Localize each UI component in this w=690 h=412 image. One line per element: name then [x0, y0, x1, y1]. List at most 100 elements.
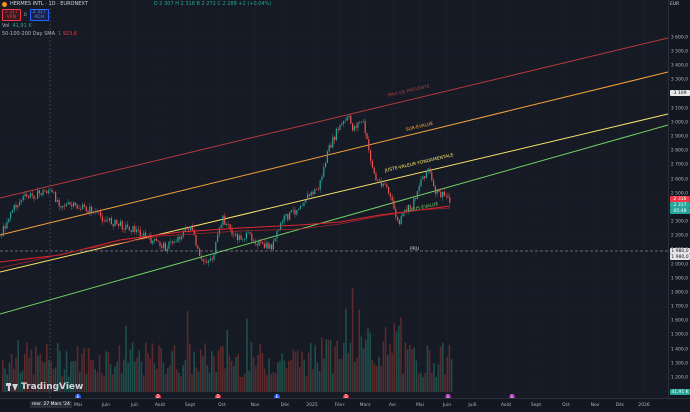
candle-body [118, 223, 120, 226]
candle-body [132, 225, 134, 233]
sell-button[interactable]: 2 317 VEN [2, 9, 21, 21]
candle-body [145, 232, 147, 238]
chart-canvas[interactable] [0, 0, 668, 398]
volume-bar [268, 358, 270, 392]
volume-bar [409, 344, 411, 392]
candle-body [89, 206, 91, 213]
price-axis[interactable]: 3 600,03 500,03 400,03 300,03 200,03 100… [668, 0, 690, 398]
volume-bar [398, 325, 400, 392]
volume-bar [153, 363, 156, 392]
candle-body [328, 144, 330, 152]
candle-body [370, 150, 372, 161]
candle-body [388, 187, 390, 194]
candle-body [83, 204, 85, 207]
time-axis[interactable]: mer. 27 Mars '24 Mai Juin Juil. Août Sept Oct… [0, 398, 690, 412]
event-marker-icon[interactable]: D [343, 394, 349, 400]
volume-bar [292, 349, 294, 392]
price-tick-label: 2 600,0 [670, 177, 688, 183]
volume-bar [76, 345, 79, 392]
sma-line-200 [0, 207, 451, 269]
candle-body [98, 211, 100, 212]
symbol-title[interactable]: HERMES INTL · 1D · EURONEXT [10, 1, 88, 7]
candle-body [119, 221, 121, 226]
volume-bar [4, 368, 6, 392]
event-marker-icon[interactable]: D [445, 394, 451, 400]
volume-bar [303, 359, 305, 392]
volume-bar [422, 376, 424, 392]
tradingview-logo[interactable]: TradingView [6, 382, 83, 392]
price-tick-label: 1 900,0 [670, 276, 688, 282]
candle-body [204, 261, 206, 262]
date-tick-label: Mai [416, 403, 424, 408]
event-marker-icon[interactable]: D [509, 394, 515, 400]
candle-body [49, 189, 51, 191]
volume-bar [393, 323, 396, 392]
volume-bar [233, 366, 235, 392]
volume-bar [90, 359, 92, 392]
price-pane[interactable]: PRIX DE PRÉVENTE SUR-ÉVALUÉ JUSTE-VALEUR… [0, 0, 668, 400]
volume-bar [448, 344, 451, 392]
channel-line-undervalued [0, 124, 668, 315]
candle-body [116, 219, 118, 224]
candle-body [181, 236, 183, 240]
price-tick-label: 2 200,0 [670, 233, 688, 239]
volume-bar [415, 360, 418, 392]
candle-body [226, 223, 228, 225]
ohlc-values: O 2 307 H 2 318 B 2 272 C 2 288 +1 (+0,0… [153, 1, 272, 7]
candle-body [400, 216, 402, 225]
candle-body [429, 168, 431, 173]
candle-body [96, 211, 98, 213]
volume-bar [134, 361, 136, 392]
candle-body [397, 217, 399, 220]
symbol-row[interactable]: HERMES INTL · 1D · EURONEXT O 2 307 H 2 … [2, 1, 271, 8]
event-marker-icon[interactable]: E [75, 394, 81, 400]
candle-body [177, 236, 179, 242]
volume-bar [252, 357, 255, 392]
event-marker-icon[interactable]: D [215, 394, 221, 400]
channel-line-fair-value [0, 113, 668, 273]
currency-label[interactable]: EUR [670, 2, 680, 7]
candle-body [330, 144, 332, 148]
volume-bar [50, 361, 52, 392]
buy-button[interactable]: 2 317 ACH [29, 9, 49, 21]
volume-bar [112, 374, 114, 392]
volume-bar [46, 343, 48, 392]
price-tick-label: 1 400,0 [670, 347, 688, 353]
event-marker-icon[interactable]: E [274, 394, 280, 400]
volume-bar [444, 374, 446, 392]
volume-bar [378, 356, 380, 392]
candle-body [64, 205, 66, 207]
volume-bar [222, 345, 224, 392]
candle-body [218, 227, 220, 235]
price-tick-label: 2 700,0 [670, 162, 688, 168]
candle-body [305, 200, 307, 203]
candle-body [82, 204, 84, 210]
volume-bar [323, 358, 325, 392]
sell-label: VEN [6, 15, 17, 20]
candle-body [130, 230, 132, 233]
event-marker-icon[interactable]: D [155, 394, 161, 400]
candle-body [209, 258, 211, 261]
volume-bar [68, 376, 70, 392]
volume-bar [257, 354, 259, 392]
candle-body [379, 179, 381, 181]
candle-body [244, 238, 246, 240]
volume-bar [85, 374, 88, 392]
candle-body [361, 121, 363, 123]
candle-body [294, 210, 296, 215]
date-tick-label: Juin [442, 403, 452, 408]
candle-body [393, 200, 395, 209]
volume-bar [167, 368, 169, 392]
volume-bar [147, 353, 149, 392]
volume-bar [94, 368, 96, 392]
volume-bar [184, 359, 187, 392]
volume-bar [109, 364, 112, 392]
candle-body [73, 202, 75, 207]
price-tick-label: 3 100,0 [670, 106, 688, 112]
volume-legend[interactable]: Vol 41,91 K [2, 23, 271, 30]
sma-legend[interactable]: 50-100-200 Day SMA 1 923,6 [2, 31, 271, 38]
candle-body [319, 180, 321, 190]
volume-bar [202, 356, 204, 392]
candle-body [170, 241, 172, 243]
